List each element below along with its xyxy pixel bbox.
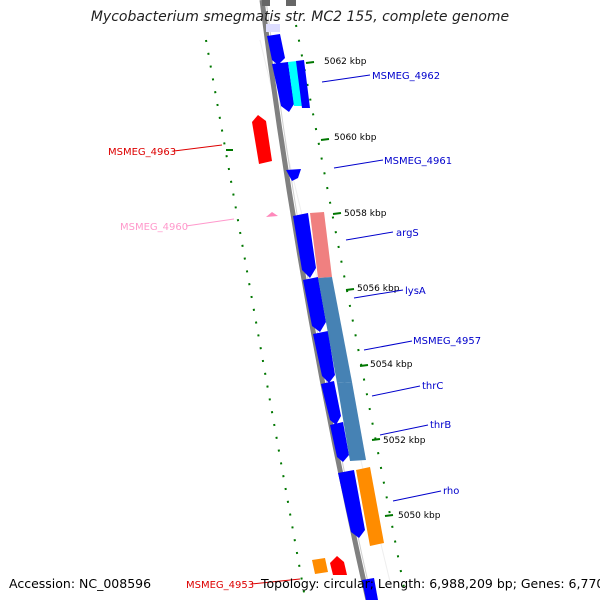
gene-label-thrC[interactable]: thrC (422, 381, 443, 392)
gene-thrB[interactable] (330, 422, 349, 462)
tick-label: 5058 kbp (344, 209, 387, 219)
gene-label-msmeg-4953[interactable]: MSMEG_4953 (186, 580, 254, 591)
tick-label: 5056 kbp (357, 284, 400, 294)
genome-summary: Topology: circular; Length: 6,988,209 bp… (261, 576, 600, 591)
gene-MSMEG-4957[interactable] (313, 331, 335, 383)
cog-bar-pink (310, 212, 332, 278)
gene-forward[interactable] (267, 34, 285, 65)
map-title: Mycobacterium smegmatis str. MC2 155, co… (90, 9, 510, 25)
tick-label: 5062 kbp (324, 57, 367, 67)
gene-msmeg-4960[interactable] (266, 212, 278, 217)
gene-msmeg-4963[interactable] (252, 115, 272, 164)
cog-bar-orange (356, 467, 384, 546)
gene-thrC[interactable] (321, 381, 341, 425)
gene-msmeg-4961[interactable] (286, 169, 301, 181)
gene-msmeg-4953[interactable] (330, 556, 347, 575)
gene-lysA[interactable] (303, 277, 326, 332)
cog-bar-cyan (288, 61, 303, 106)
label-leaders (173, 74, 442, 585)
cog-bar-orange (312, 558, 328, 574)
gene-label-lysA[interactable]: lysA (405, 286, 426, 297)
tick-label: 5050 kbp (398, 511, 441, 521)
gene-label-msmeg-4961[interactable]: MSMEG_4961 (384, 156, 452, 167)
gene-argS[interactable] (293, 213, 316, 278)
gene-label-msmeg-4960[interactable]: MSMEG_4960 (120, 222, 188, 233)
gene-label-msmeg-4962[interactable]: MSMEG_4962 (372, 71, 440, 82)
gene-fragment (262, 0, 270, 6)
gene-label-rho[interactable]: rho (443, 486, 459, 497)
cog-bar-blue (296, 60, 310, 108)
gene-label-thrB[interactable]: thrB (430, 420, 451, 431)
cog-bar-steelblue (337, 382, 366, 461)
gene-fragment (286, 0, 296, 6)
cog-bar-steelblue (318, 277, 352, 383)
tick-label: 5052 kbp (383, 436, 426, 446)
gene-label-argS[interactable]: argS (396, 228, 419, 239)
tick-label: 5054 kbp (370, 360, 413, 370)
gene-forward[interactable] (362, 578, 378, 600)
tick-label: 5060 kbp (334, 133, 377, 143)
gene-rho[interactable] (338, 470, 365, 538)
gene-msmeg-4962[interactable] (272, 62, 294, 112)
gene-label-msmeg-4963[interactable]: MSMEG_4963 (108, 147, 176, 158)
gene-label-msmeg-4957[interactable]: MSMEG_4957 (413, 336, 481, 347)
tick-marks (226, 61, 394, 517)
accession-text: Accession: NC_008596 (9, 576, 152, 591)
gene-fragment (266, 24, 280, 32)
